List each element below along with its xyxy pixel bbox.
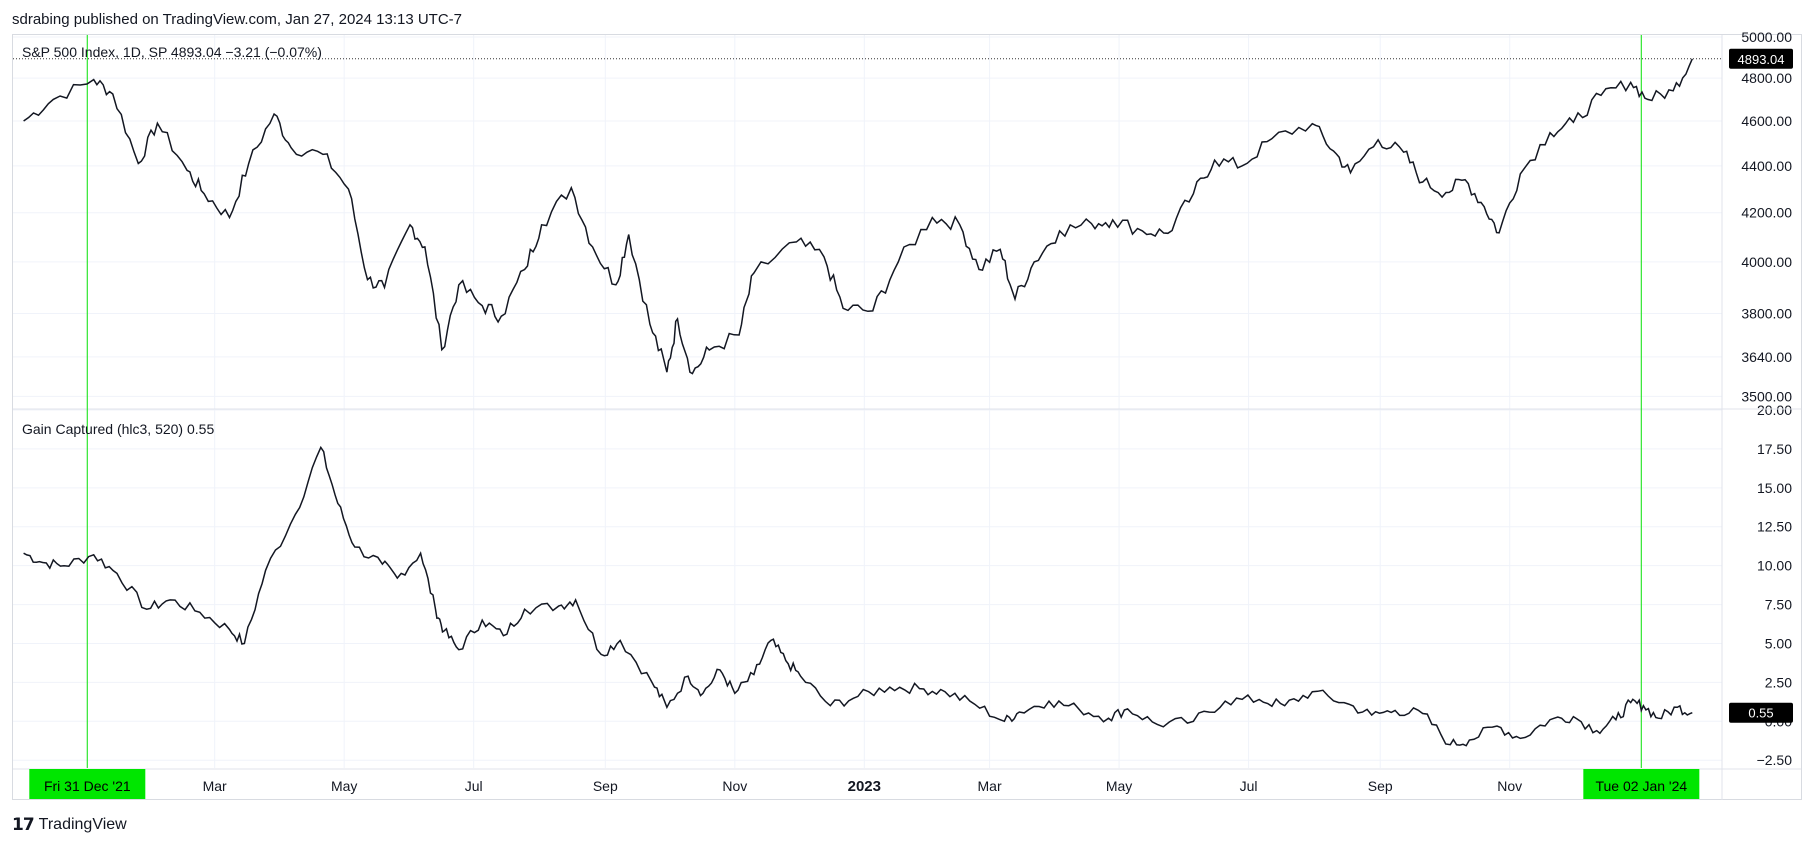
indicator-axis-tick-label: 10.00 — [1757, 558, 1792, 574]
indicator-series-line — [23, 445, 1693, 747]
price-axis-tick-label: 3640.00 — [1741, 349, 1792, 365]
price-axis-tick-label: 4800.00 — [1741, 70, 1792, 86]
indicator-axis-tick-label: 20.00 — [1757, 402, 1792, 418]
time-axis-label: May — [1106, 778, 1132, 794]
indicator-axis-tick-label: 17.50 — [1757, 441, 1792, 457]
indicator-axis-tick-label: 12.50 — [1757, 519, 1792, 535]
price-axis-tick-label: 4600.00 — [1741, 113, 1792, 129]
price-last-value-label: 4893.04 — [1738, 52, 1785, 67]
time-axis-label: Mar — [978, 778, 1002, 794]
date-marker-badge[interactable] — [1583, 769, 1700, 799]
time-axis-label: Jul — [465, 778, 483, 794]
price-axis-tick-label: 5000.00 — [1741, 29, 1792, 45]
price-axis-tick-label: 3500.00 — [1741, 388, 1792, 404]
time-axis-label: Nov — [722, 778, 747, 794]
time-axis-label: Nov — [1497, 778, 1522, 794]
date-marker-label: Tue 02 Jan '24 — [1595, 778, 1687, 794]
time-axis-label: Sep — [1368, 778, 1393, 794]
price-last-value-label-bg — [1729, 48, 1793, 69]
tradingview-brand[interactable]: 17 TradingView — [12, 815, 127, 835]
time-axis-label: May — [331, 778, 357, 794]
price-axis-tick-label: 4400.00 — [1741, 158, 1792, 174]
price-axis-tick-label: 4200.00 — [1741, 205, 1792, 221]
indicator-axis-tick-label: 5.00 — [1765, 635, 1792, 651]
price-axis-tick-label: 4000.00 — [1741, 254, 1792, 270]
date-marker-badge[interactable] — [29, 769, 146, 799]
indicator-legend: Gain Captured (hlc3, 520) 0.55 — [22, 421, 215, 437]
indicator-axis-tick-label: 7.50 — [1765, 597, 1792, 613]
indicator-last-value-label-bg — [1729, 702, 1793, 723]
time-axis-label: Jul — [1240, 778, 1258, 794]
indicator-axis-tick-label: 15.00 — [1757, 480, 1792, 496]
published-header: sdrabing published on TradingView.com, J… — [12, 11, 463, 28]
time-axis-label: Mar — [203, 778, 227, 794]
price-axis-tick-label: 3800.00 — [1741, 306, 1792, 322]
indicator-axis-tick-label: −2.50 — [1757, 752, 1793, 768]
time-axis-label: Sep — [593, 778, 618, 794]
indicator-last-value-label: 0.55 — [1748, 706, 1773, 721]
date-marker-label: Fri 31 Dec '21 — [44, 778, 131, 794]
chart-frame[interactable] — [12, 34, 1802, 800]
indicator-axis-tick-label: 2.50 — [1765, 674, 1792, 690]
price-legend: S&P 500 Index, 1D, SP 4893.04 −3.21 (−0.… — [22, 44, 322, 60]
brand-label: TradingView — [38, 816, 127, 833]
time-axis-label: 2023 — [848, 778, 881, 795]
price-series-line — [23, 58, 1693, 375]
tradingview-logo-icon: 17 — [12, 815, 35, 835]
